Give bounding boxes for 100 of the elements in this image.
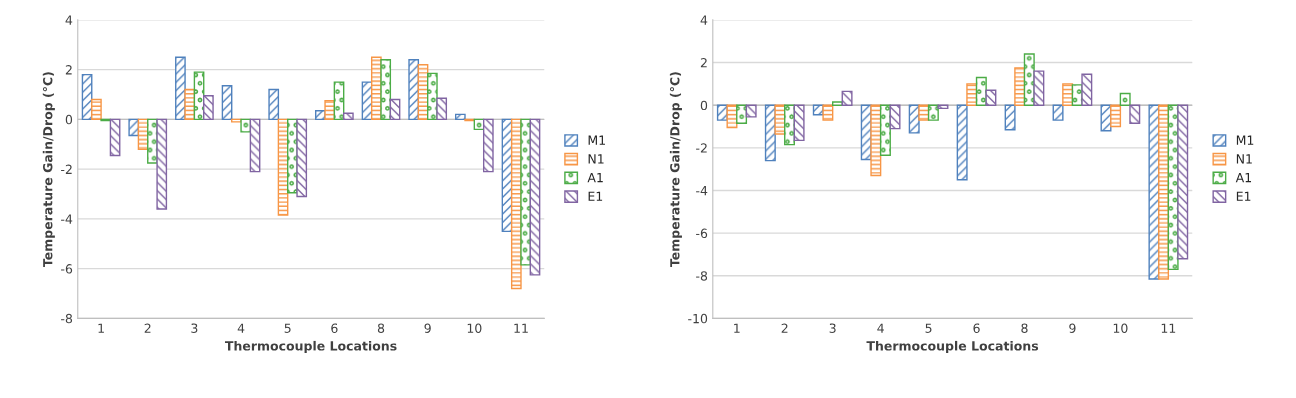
bar: [927, 104, 939, 121]
bar: [380, 59, 392, 121]
bar: [343, 112, 354, 121]
bar: [109, 118, 121, 157]
y-tick-label: -2: [696, 143, 707, 153]
x-tick-label: 1: [734, 323, 740, 333]
x-tick-label: 6: [973, 323, 980, 333]
bar: [889, 104, 901, 130]
bar: [1158, 104, 1170, 280]
bar: [436, 97, 448, 121]
bar: [156, 118, 168, 210]
x-tick-label: 3: [829, 323, 836, 333]
legend-label: E1: [1236, 191, 1251, 201]
bar: [454, 113, 466, 121]
x-tick-label: 4: [877, 323, 884, 333]
bar: [1062, 83, 1074, 106]
bar: [870, 104, 882, 177]
bar: [966, 83, 978, 106]
bar: [831, 101, 843, 106]
bar: [231, 118, 242, 123]
bar: [324, 100, 336, 121]
bar: [937, 104, 949, 110]
x-tick-label: 9: [1069, 323, 1076, 333]
bar: [918, 104, 930, 121]
x-tick-label: 2: [781, 323, 788, 333]
bar: [822, 104, 834, 121]
y-tick-label: -4: [61, 214, 73, 224]
bar: [529, 118, 541, 276]
bar: [203, 95, 214, 121]
legend-label: A1: [587, 173, 603, 183]
bar: [956, 104, 968, 181]
y-tick-label: -4: [696, 186, 708, 196]
y-tick-label: 4: [700, 15, 708, 25]
y-tick-label: -6: [61, 264, 73, 274]
x-tick-label: 6: [331, 323, 338, 333]
bar: [745, 104, 757, 118]
x-axis-title: Thermocouple Locations: [866, 340, 1039, 354]
x-tick-label: 8: [377, 323, 385, 333]
bar: [408, 59, 420, 121]
x-tick-label: 2: [144, 323, 151, 333]
y-tick-label: -8: [61, 313, 73, 324]
bar: [1110, 104, 1122, 128]
bar: [784, 104, 796, 146]
bar: [1004, 104, 1016, 131]
x-tick-label: 5: [925, 323, 932, 333]
bar: [1129, 104, 1141, 125]
bar: [736, 104, 748, 125]
legend-label: E1: [588, 191, 603, 201]
bar: [908, 104, 920, 134]
x-tick-label: 5: [284, 323, 291, 333]
x-axis-title: Thermocouple Locations: [224, 340, 397, 354]
y-tick-label: -6: [696, 228, 708, 239]
bar: [389, 98, 401, 121]
y-tick-label: 2: [65, 65, 72, 75]
legend-label: N1: [588, 154, 604, 164]
x-tick-label: 9: [424, 323, 431, 333]
bar: [985, 89, 997, 106]
bar: [975, 76, 987, 106]
bar: [91, 98, 102, 121]
bar: [764, 104, 776, 162]
bar: [1119, 92, 1131, 106]
bar: [482, 118, 494, 173]
bar: [1177, 104, 1189, 260]
y-tick-label: -8: [696, 271, 708, 281]
x-tick-label: 11: [1161, 323, 1176, 333]
bar: [1081, 73, 1093, 106]
legend-label: A1: [1235, 173, 1252, 183]
bar: [520, 118, 532, 266]
y-tick-label: 0: [65, 114, 73, 125]
legend-label: M1: [1236, 135, 1254, 145]
bar: [1052, 104, 1064, 121]
bar: [841, 90, 853, 106]
legend-label: M1: [588, 135, 605, 145]
bar: [333, 81, 345, 121]
bar: [1033, 70, 1045, 106]
y-tick-label: -2: [61, 164, 72, 174]
x-tick-label: 8: [1021, 323, 1028, 333]
bar: [793, 104, 805, 142]
x-tick-label: 10: [1113, 323, 1128, 333]
y-axis-title: Temperature Gain/Drop (°C): [42, 72, 55, 268]
bar: [774, 104, 786, 135]
bar: [1014, 67, 1026, 106]
bar: [879, 104, 891, 156]
bar: [128, 118, 140, 137]
y-tick-label: 4: [65, 15, 73, 25]
bar: [1148, 104, 1160, 280]
x-tick-label: 4: [237, 323, 245, 333]
bar: [184, 88, 196, 121]
bar: [249, 118, 261, 173]
bar: [268, 88, 280, 121]
x-tick-label: 11: [514, 323, 528, 333]
x-tick-label: 10: [467, 323, 482, 333]
legend-label: N1: [1236, 154, 1252, 164]
y-tick-label: -10: [688, 313, 708, 324]
bar: [240, 118, 252, 133]
bar: [426, 72, 438, 121]
bar: [726, 104, 738, 129]
bar: [175, 56, 186, 121]
x-tick-label: 3: [191, 323, 198, 333]
bar: [221, 85, 233, 121]
